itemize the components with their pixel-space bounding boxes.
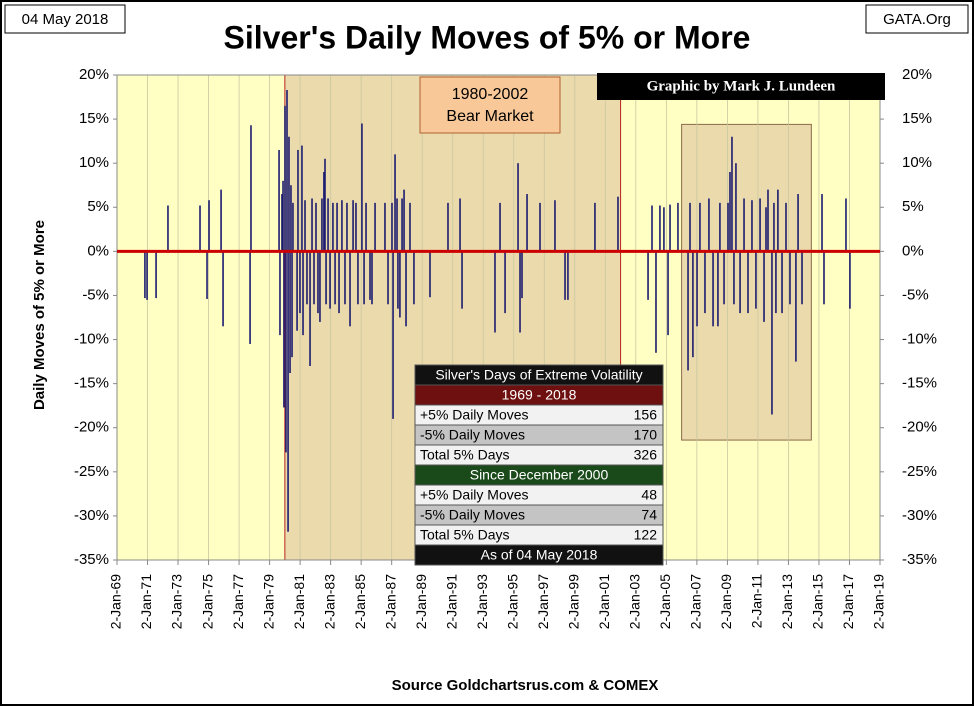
y2-tick-label: 5% (902, 198, 924, 215)
x-tick-label: 2-Jan-05 (657, 574, 673, 629)
x-tick-label: 2-Jan-09 (718, 574, 734, 629)
x-tick-label: 2-Jan-13 (779, 574, 795, 629)
table-cell: Total 5% Days (420, 447, 509, 463)
y-tick-label: 0% (87, 242, 109, 259)
x-tick-label: 2-Jan-99 (566, 574, 582, 629)
y-tick-label: -25% (74, 463, 109, 480)
table-footer: As of 04 May 2018 (481, 547, 598, 563)
credit-label: Graphic by Mark J. Lundeen (647, 78, 836, 94)
x-tick-label: 2-Jan-19 (871, 574, 887, 629)
y2-tick-label: -20% (902, 419, 937, 436)
y2-tick-label: 15% (902, 110, 932, 127)
x-tick-label: 2-Jan-69 (108, 574, 124, 629)
y2-tick-label: -25% (902, 463, 937, 480)
x-tick-label: 2-Jan-79 (260, 574, 276, 629)
table-heading: Since December 2000 (470, 467, 609, 483)
date-label: 04 May 2018 (22, 11, 109, 28)
x-tick-label: 2-Jan-07 (688, 574, 704, 629)
table-cell: -5% Daily Moves (420, 507, 525, 523)
table-heading: 1969 - 2018 (502, 387, 577, 403)
table-cell: 326 (634, 447, 658, 463)
x-tick-label: 2-Jan-91 (443, 574, 459, 629)
region-label: Bear Market (446, 108, 534, 125)
x-tick-label: 2-Jan-87 (382, 574, 398, 629)
y2-tick-label: -30% (902, 507, 937, 524)
y2-tick-label: -15% (902, 375, 937, 392)
table-footer-bg (414, 544, 664, 566)
table-title: Silver's Days of Extreme Volatility (435, 367, 642, 383)
y-tick-label: -10% (74, 331, 109, 348)
table-cell: +5% Daily Moves (420, 487, 529, 503)
y2-tick-label: 10% (902, 154, 932, 171)
y2-tick-label: -35% (902, 551, 937, 568)
x-tick-label: 2-Jan-71 (138, 574, 154, 629)
table-cell: 74 (641, 507, 657, 523)
x-tick-label: 2-Jan-77 (230, 574, 246, 629)
credit-box (597, 73, 885, 100)
table-cell: -5% Daily Moves (420, 427, 525, 443)
x-tick-label: 2-Jan-11 (749, 574, 765, 628)
x-tick-label: 2-Jan-81 (291, 574, 307, 629)
region-label-box (419, 76, 561, 134)
table-cell: 156 (634, 407, 658, 423)
x-tick-label: 2-Jan-95 (504, 574, 520, 629)
y-tick-label: -20% (74, 419, 109, 436)
y2-tick-label: 0% (902, 242, 924, 259)
y-tick-label: -15% (74, 375, 109, 392)
y-tick-label: -30% (74, 507, 109, 524)
x-tick-label: 2-Jan-97 (535, 574, 551, 629)
x-tick-label: 2-Jan-03 (627, 574, 643, 629)
table-cell: 48 (641, 487, 657, 503)
table-cell: +5% Daily Moves (420, 407, 529, 423)
table-cell: 170 (634, 427, 658, 443)
y-tick-label: 10% (79, 154, 109, 171)
source-label: Source Goldchartsrus.com & COMEX (392, 677, 659, 694)
date-box (4, 4, 126, 34)
x-tick-label: 2-Jan-73 (169, 574, 185, 629)
x-tick-label: 2-Jan-83 (321, 574, 337, 629)
x-tick-label: 2-Jan-75 (199, 574, 215, 629)
y2-tick-label: -5% (902, 286, 929, 303)
site-box (865, 4, 969, 34)
y2-tick-label: -10% (902, 331, 937, 348)
chart-title: Silver's Daily Moves of 5% or More (224, 19, 751, 55)
region-label: 1980-2002 (452, 86, 529, 103)
x-tick-label: 2-Jan-93 (474, 574, 490, 629)
y2-tick-label: 20% (902, 66, 932, 83)
x-tick-label: 2-Jan-17 (840, 574, 856, 629)
x-tick-label: 2-Jan-01 (596, 574, 612, 629)
y-axis-label: Daily Moves of 5% or More (31, 220, 48, 410)
y-tick-label: 15% (79, 110, 109, 127)
table-cell: Total 5% Days (420, 527, 509, 543)
y-tick-label: -5% (82, 286, 109, 303)
table-cell: 122 (634, 527, 658, 543)
y-tick-label: 5% (87, 198, 109, 215)
y-tick-label: -35% (74, 551, 109, 568)
x-tick-label: 2-Jan-15 (810, 574, 826, 629)
highlight-region (681, 123, 812, 441)
site-label: GATA.Org (883, 11, 951, 28)
x-tick-label: 2-Jan-85 (352, 574, 368, 629)
y-tick-label: 20% (79, 66, 109, 83)
x-tick-label: 2-Jan-89 (413, 574, 429, 629)
